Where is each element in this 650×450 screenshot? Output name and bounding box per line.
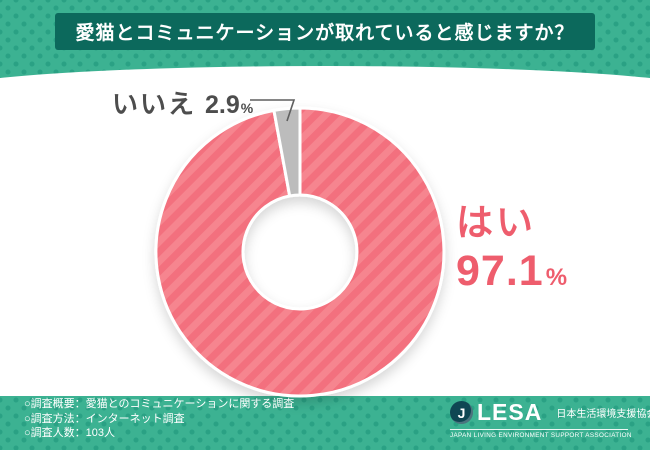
no-label: いいえ — [112, 89, 197, 119]
yes-callout: はい 97.1% — [456, 202, 567, 296]
lesa-en-name: JAPAN LIVING ENVIRONMENT SUPPORT ASSOCIA… — [450, 429, 631, 439]
lesa-logo: J LESA 日本生活環境支援協会 JAPAN LIVING ENVIRONME… — [450, 399, 650, 439]
lesa-logo-icon: J — [450, 401, 473, 424]
no-unit: % — [240, 100, 254, 116]
yes-unit: % — [545, 263, 568, 291]
survey-question-title: 愛猫とコミュニケーションが取れていると感じますか？ — [75, 23, 575, 44]
no-callout: いいえ 2.9% — [112, 84, 253, 121]
survey-info-line: ○調査人数：103人 — [24, 427, 115, 439]
lesa-name: LESA — [477, 399, 543, 425]
survey-info-line: ○調査方法：インターネット調査 — [24, 412, 185, 425]
lesa-monogram: J — [457, 404, 466, 421]
lesa-jp-name: 日本生活環境支援協会 — [556, 409, 650, 420]
yes-value: 97.1 — [456, 246, 544, 295]
survey-info: ○調査概要：愛猫とのコミュニケーションに関する調査 ○調査方法：インターネット調… — [24, 397, 294, 441]
yes-label: はい — [456, 202, 536, 243]
no-value: 2.9 — [205, 91, 240, 119]
survey-info-line: ○調査概要：愛猫とのコミュニケーションに関する調査 — [24, 398, 295, 410]
title-banner: 愛猫とコミュニケーションが取れていると感じますか？ — [55, 13, 595, 50]
